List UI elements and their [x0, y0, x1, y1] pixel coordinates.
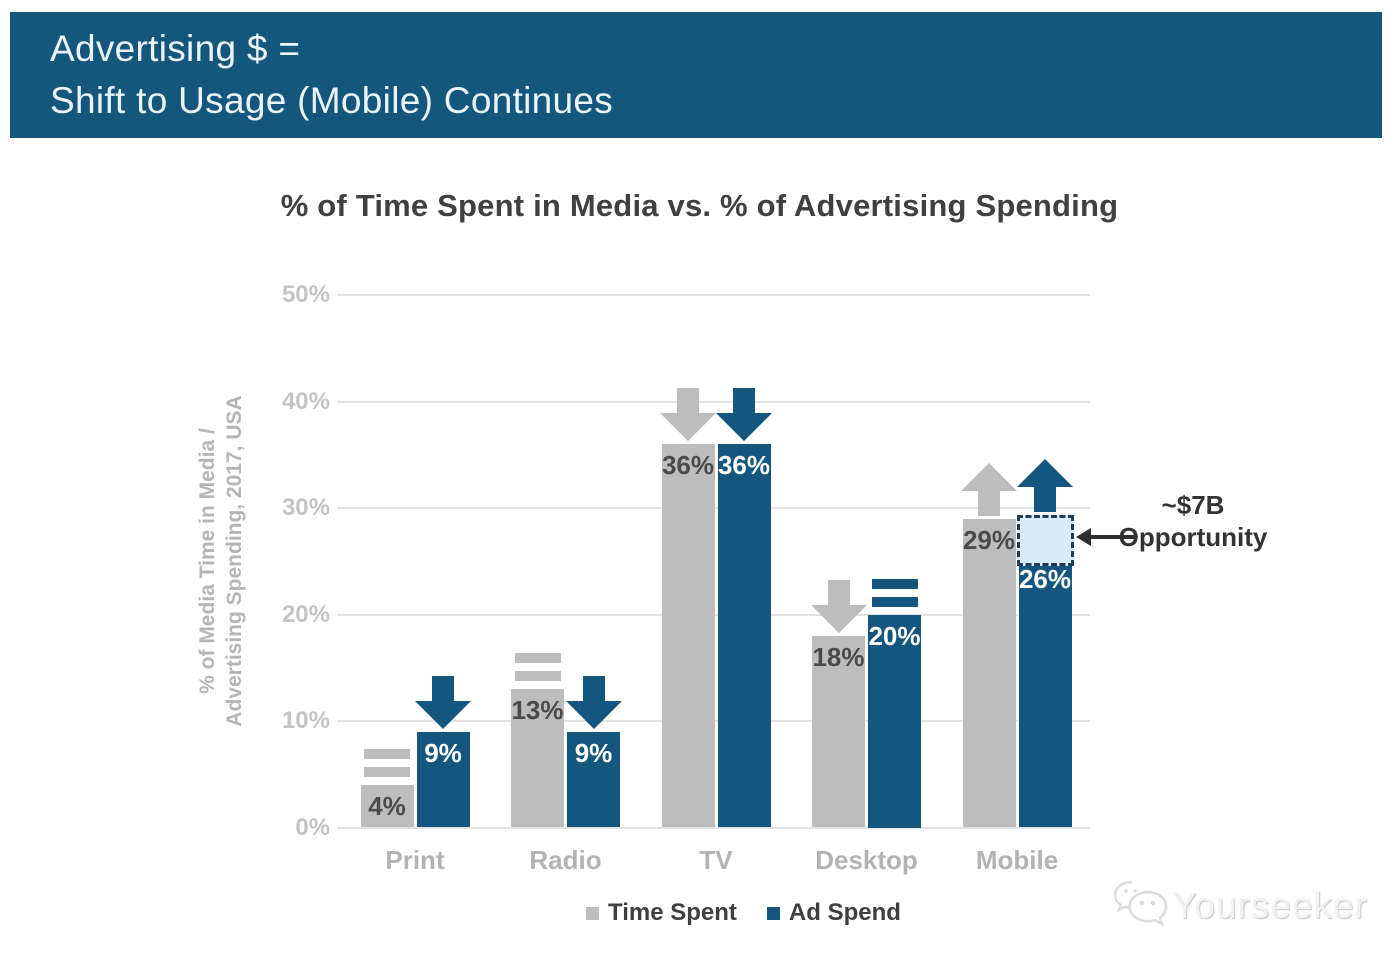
trend-down-icon — [660, 388, 716, 446]
annotation-arrow-icon — [1090, 535, 1134, 539]
trend-flat-icon — [364, 748, 410, 777]
trend-down-icon — [565, 675, 622, 734]
legend-label-ad-spend: Ad Spend — [788, 899, 901, 926]
gridline-50% — [337, 294, 1090, 296]
tv-ad-spend-bar — [717, 444, 771, 828]
radio-time-spent-bar — [511, 689, 564, 828]
flat-stripe — [514, 671, 561, 682]
watermark: Yourseeker — [1112, 878, 1368, 933]
category-label-mobile: Mobile — [975, 845, 1059, 875]
print-time-spent-value: 4% — [368, 790, 406, 821]
desktop-time-spent-bar — [812, 635, 865, 828]
radio-ad-spend-value: 9% — [574, 737, 613, 768]
y-tick-0%: 0% — [295, 813, 330, 841]
mobile-ad-spend-bar — [1018, 550, 1072, 828]
y-tick-10%: 10% — [281, 707, 330, 734]
y-tick-20%: 20% — [281, 600, 330, 628]
flat-stripe — [364, 748, 410, 759]
radio-time-spent-value: 13% — [511, 695, 564, 726]
category-label-print: Print — [385, 845, 445, 875]
flat-stripe — [871, 578, 918, 589]
legend-swatch-time-spent — [586, 906, 599, 920]
legend-item-ad-spend: Ad Spend — [766, 899, 901, 927]
desktop-ad-spend-bar — [868, 614, 921, 828]
header-line-2: Shift to Usage (Mobile) Continues — [50, 80, 614, 121]
chart-title: % of Time Spent in Media vs. % of Advert… — [280, 188, 1119, 223]
print-ad-spend-bar — [416, 731, 470, 828]
flat-stripe — [871, 596, 918, 607]
opportunity-annotation: ~$7B Opportunity — [1108, 489, 1278, 553]
trend-down-icon — [415, 675, 471, 734]
radio-ad-spend-bar — [567, 731, 620, 828]
annotation-line-2: Opportunity — [1118, 522, 1268, 552]
trend-down-icon — [810, 579, 867, 638]
annotation-line-1: ~$7B — [1161, 490, 1225, 520]
chart-legend: Time Spent Ad Spend — [586, 899, 901, 927]
header-banner: Advertising $ = Shift to Usage (Mobile) … — [10, 12, 1382, 138]
tv-time-spent-value: 36% — [661, 450, 715, 481]
y-tick-40%: 40% — [281, 387, 330, 415]
flat-stripe — [364, 766, 410, 777]
trend-flat-icon — [871, 578, 918, 607]
y-tick-30%: 30% — [281, 494, 330, 521]
mobile-time-spent-value: 29% — [962, 524, 1016, 555]
trend-down-icon — [716, 388, 772, 446]
category-label-radio: Radio — [529, 845, 602, 875]
header-line-1: Advertising $ = — [50, 28, 301, 69]
flat-stripe — [514, 653, 561, 664]
chat-bubbles-icon — [1112, 878, 1168, 933]
legend-item-time-spent: Time Spent — [586, 899, 737, 927]
desktop-time-spent-value: 18% — [812, 641, 865, 672]
tv-ad-spend-value: 36% — [717, 450, 771, 481]
annotation-arrowhead-icon — [1076, 528, 1091, 546]
category-label-tv: TV — [699, 845, 733, 875]
y-tick-50%: 50% — [281, 281, 330, 308]
tv-time-spent-bar — [661, 444, 715, 828]
trend-flat-icon — [514, 653, 561, 682]
print-ad-spend-value: 9% — [424, 737, 462, 768]
mobile-time-spent-bar — [962, 518, 1016, 828]
category-label-desktop: Desktop — [815, 845, 918, 875]
trend-up-icon — [1017, 459, 1073, 517]
opportunity-box — [1016, 515, 1074, 566]
print-time-spent-bar — [360, 784, 414, 828]
legend-label-time-spent: Time Spent — [608, 899, 737, 926]
watermark-text: Yourseeker — [1172, 884, 1368, 926]
legend-swatch-ad-spend — [766, 906, 780, 920]
mobile-ad-spend-value: 26% — [1018, 563, 1072, 594]
desktop-ad-spend-value: 20% — [868, 620, 921, 651]
gridline-40% — [337, 400, 1090, 403]
trend-up-icon — [961, 462, 1017, 521]
gridline-0% — [337, 826, 1090, 829]
